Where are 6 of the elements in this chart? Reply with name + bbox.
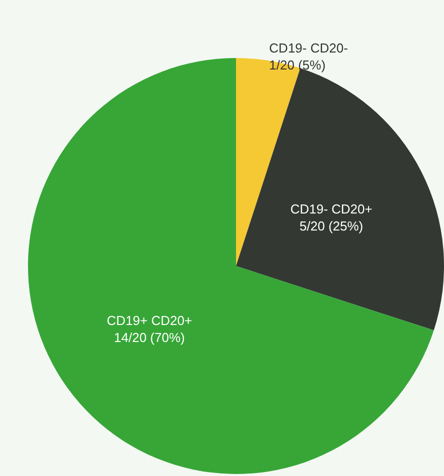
data-label: 14/20 (70%) [114,330,185,345]
slice-label: CD19+ CD20+ [106,312,192,328]
data-label: 5/20 (25%) [300,218,364,234]
slice-label: CD19- CD20+ [290,201,372,216]
slice-label: CD19- CD20- [269,40,348,56]
data-label: 1/20 (5%) [269,58,326,73]
